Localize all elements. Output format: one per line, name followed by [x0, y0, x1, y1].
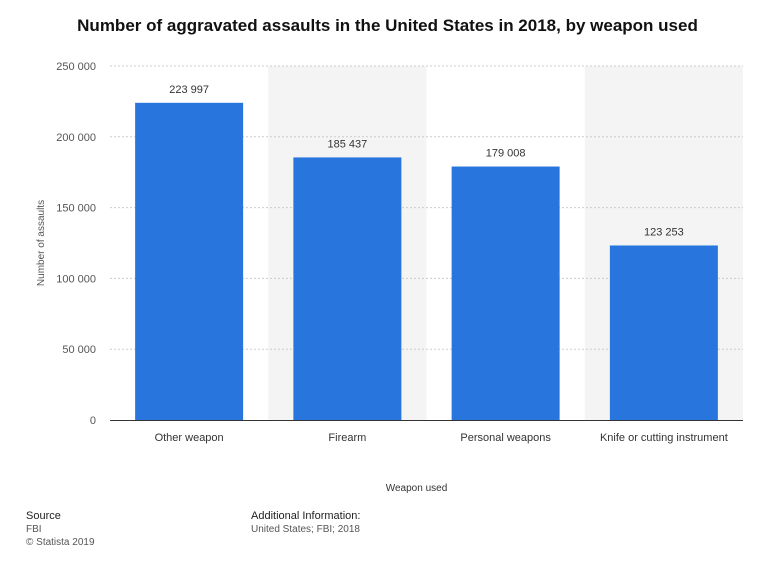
- data-label: 179 008: [486, 148, 526, 160]
- source-label: Source: [26, 510, 61, 522]
- bar: [451, 166, 560, 420]
- data-label: 185 437: [327, 138, 367, 150]
- y-tick-label: 150 000: [56, 203, 96, 215]
- x-tick-label: Knife or cutting instrument: [600, 432, 728, 444]
- additional-info-label: Additional Information:: [251, 510, 361, 522]
- x-axis-title: Weapon used: [386, 483, 448, 494]
- y-axis-title: Number of assaults: [36, 200, 47, 286]
- y-tick-label: 200 000: [56, 132, 96, 144]
- bar: [609, 245, 718, 420]
- y-tick-label: 0: [90, 415, 96, 427]
- copyright: © Statista 2019: [26, 537, 95, 548]
- y-tick-label: 100 000: [56, 273, 96, 285]
- x-tick-label: Personal weapons: [460, 432, 551, 444]
- bar: [293, 157, 402, 420]
- data-label: 223 997: [169, 84, 209, 96]
- chart-title: Number of aggravated assaults in the Uni…: [77, 16, 698, 35]
- x-tick-label: Other weapon: [155, 432, 224, 444]
- source-value: FBI: [26, 524, 42, 535]
- y-tick-label: 250 000: [56, 61, 96, 73]
- bar-chart: 0 50 000 100 000 150 000 200 000 250 000 223 9…: [36, 61, 743, 494]
- x-tick-label: Firearm: [328, 432, 366, 444]
- additional-info-value: United States; FBI; 2018: [251, 524, 360, 535]
- y-tick-label: 50 000: [62, 344, 96, 356]
- data-label: 123 253: [644, 226, 684, 238]
- bar: [135, 102, 244, 420]
- source-block: Source FBI © Statista 2019: [26, 510, 95, 549]
- additional-info-block: Additional Information: United States; F…: [251, 510, 360, 536]
